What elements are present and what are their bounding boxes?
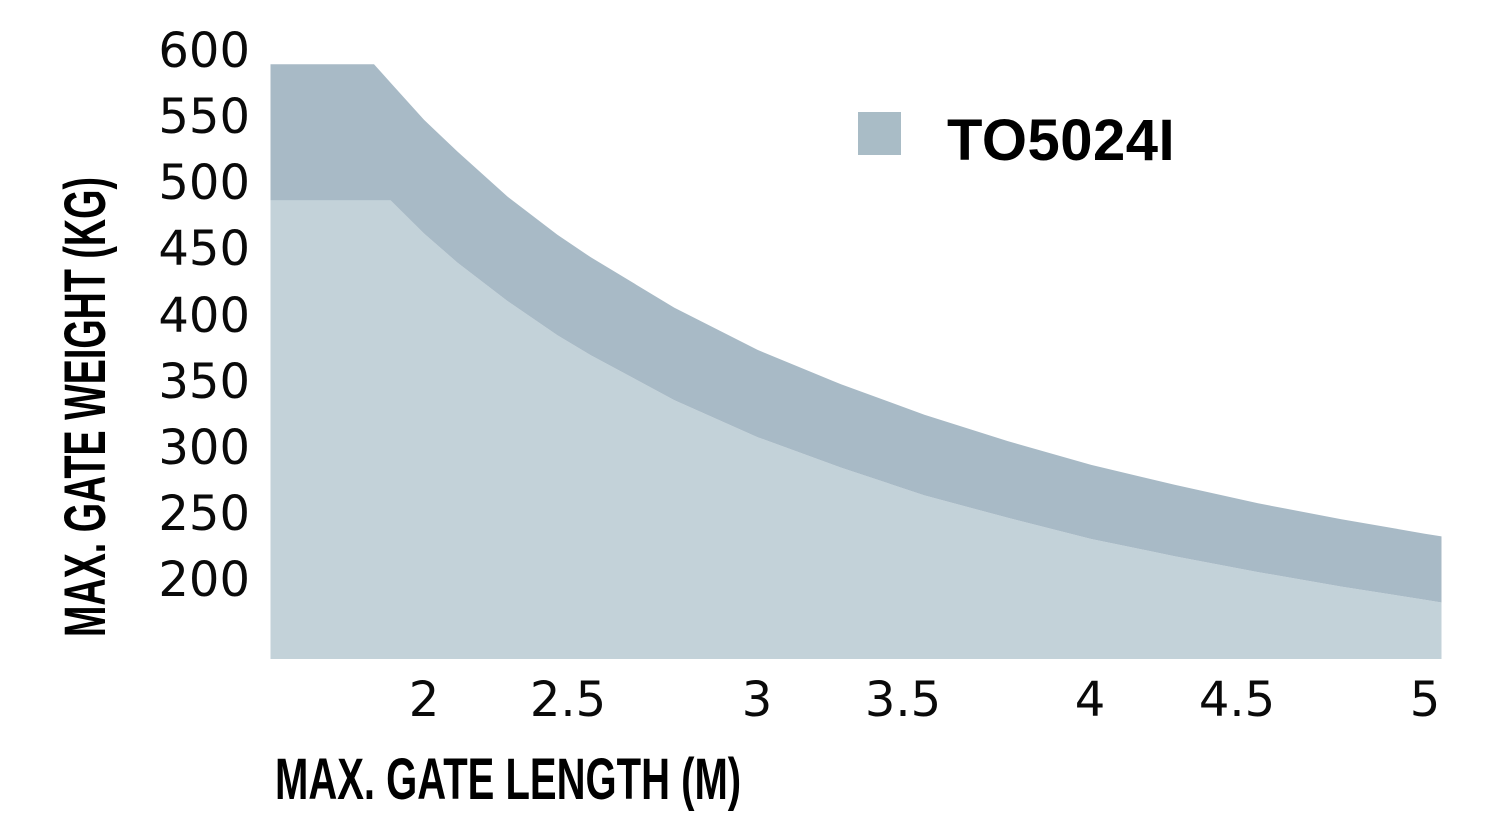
y-tick-label: 600	[158, 23, 250, 79]
y-tick-label: 550	[158, 89, 250, 146]
y-tick-label: 400	[158, 287, 250, 344]
y-axis-title: MAX. GATE WEIGHT (KG)	[53, 176, 118, 637]
x-axis-title: MAX. GATE LENGTH (M)	[275, 747, 742, 812]
y-tick-label: 250	[158, 485, 250, 542]
y-tick-label: 500	[158, 155, 250, 212]
y-tick-label: 350	[158, 353, 250, 410]
x-tick-label: 4	[1074, 672, 1106, 728]
x-tick-label: 3	[741, 672, 773, 728]
legend: TO5024I	[858, 107, 1198, 173]
x-tick-label: 2	[408, 672, 440, 728]
legend-label: TO5024I	[947, 108, 1176, 173]
legend-swatch-icon	[858, 112, 901, 155]
y-tick-label: 200	[158, 552, 250, 608]
y-tick-label: 300	[158, 419, 250, 476]
x-tick-label: 3.5	[864, 672, 942, 728]
area-dark-to5024i	[270, 64, 1442, 603]
y-tick-label: 450	[158, 221, 250, 278]
area-light-to5024i	[270, 200, 1442, 659]
x-tick-label: 5	[1409, 672, 1441, 728]
x-tick-label: 4.5	[1198, 672, 1276, 728]
x-tick-label: 2.5	[529, 672, 607, 728]
